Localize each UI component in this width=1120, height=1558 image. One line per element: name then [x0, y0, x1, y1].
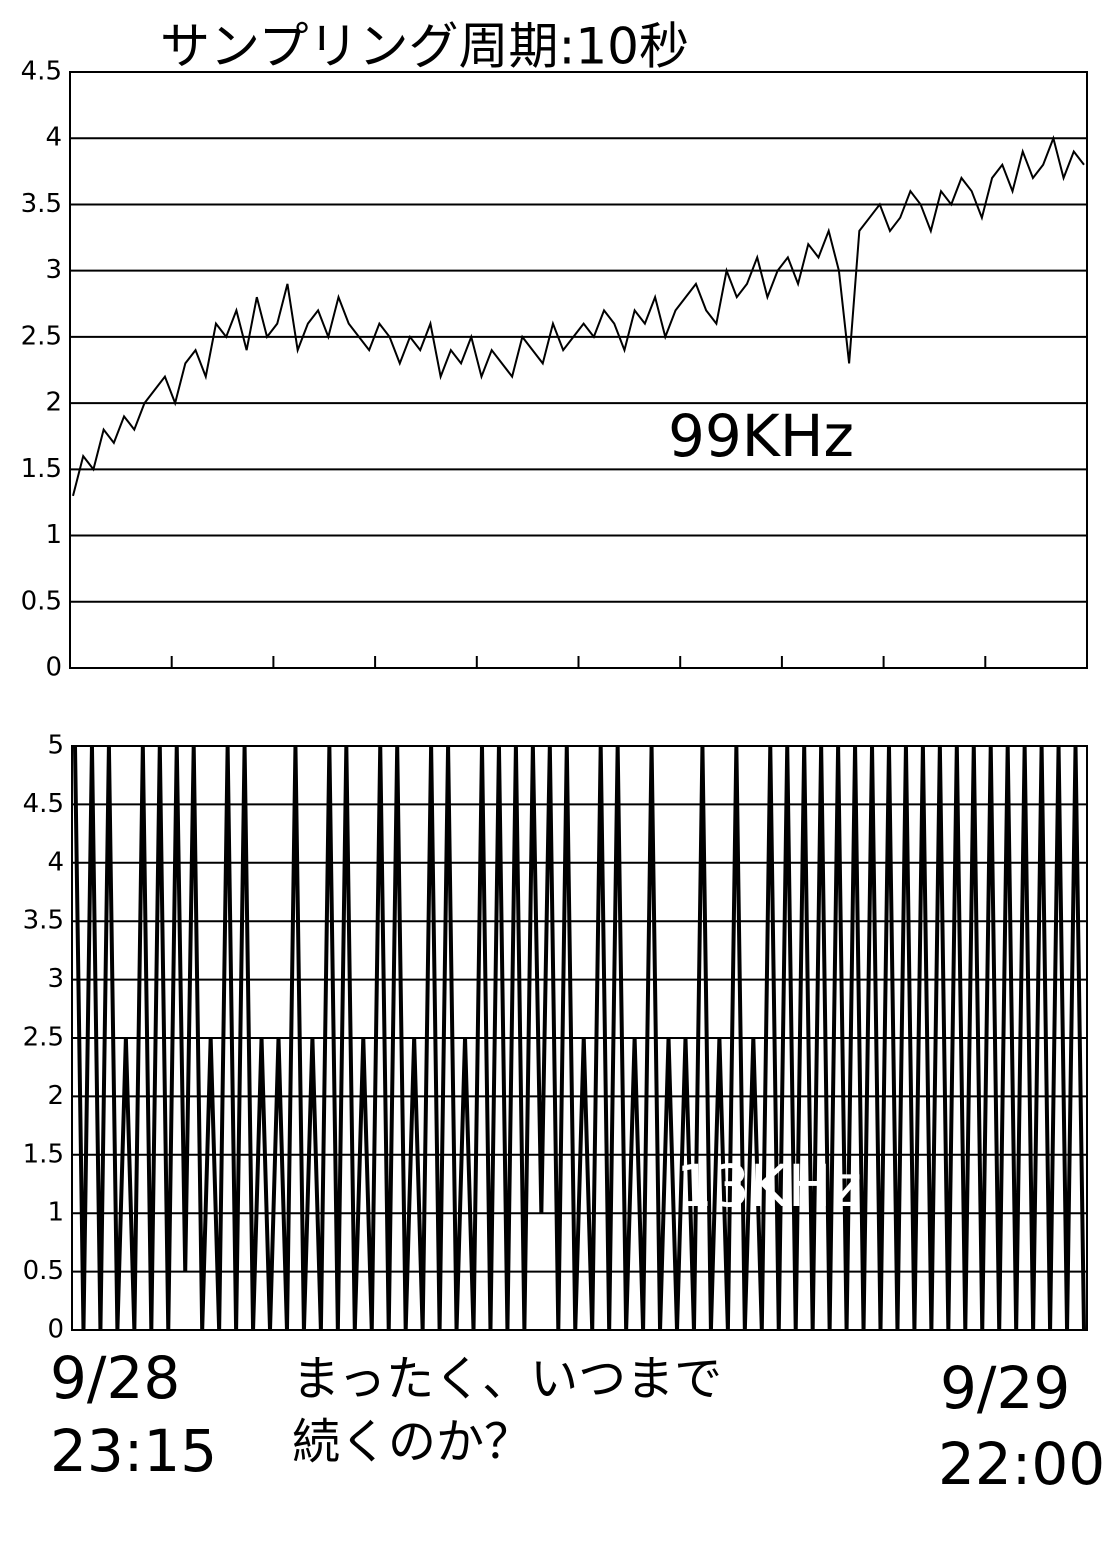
y-tick-label: 5 [47, 731, 64, 761]
y-tick-label: 0 [47, 1315, 64, 1345]
plot-frame [71, 745, 1088, 1331]
y-tick-label: 3.5 [21, 189, 62, 219]
annotation: 99KHz [668, 402, 854, 470]
y-tick-label: 4 [47, 847, 64, 877]
y-tick-label: 4.5 [21, 57, 62, 87]
plot-frame [69, 71, 1088, 669]
y-tick-label: 0.5 [23, 1256, 64, 1286]
y-tick-label: 2 [47, 1081, 64, 1111]
y-tick-label: 4 [45, 123, 62, 153]
y-tick-label: 1.5 [23, 1139, 64, 1169]
y-tick-label: 3 [45, 255, 62, 285]
annotation: まったく、いつまで [292, 1351, 722, 1407]
y-tick-label: 0 [45, 653, 62, 683]
y-tick-label: 2.5 [23, 1023, 64, 1053]
chart-title: サンプリング周期:10秒 [160, 18, 689, 76]
annotation: 22:00 [938, 1430, 1105, 1498]
annotation: 続くのか？ [292, 1414, 532, 1470]
annotation: 9/28 [50, 1344, 180, 1412]
y-tick-label: 2 [45, 388, 62, 418]
y-tick-label: 1 [45, 520, 62, 550]
data-line [72, 134, 1085, 497]
data-line [73, 745, 1086, 1331]
y-tick-label: 1 [47, 1198, 64, 1228]
y-tick-label: 3.5 [23, 906, 64, 936]
annotation: 23:15 [50, 1417, 217, 1485]
y-tick-label: 1.5 [21, 454, 62, 484]
y-tick-label: 0.5 [21, 586, 62, 616]
y-tick-label: 2.5 [21, 321, 62, 351]
y-tick-label: 4.5 [23, 789, 64, 819]
y-tick-label: 3 [47, 964, 64, 994]
annotation: 13KHz [676, 1152, 862, 1220]
annotation: 9/29 [940, 1354, 1070, 1422]
